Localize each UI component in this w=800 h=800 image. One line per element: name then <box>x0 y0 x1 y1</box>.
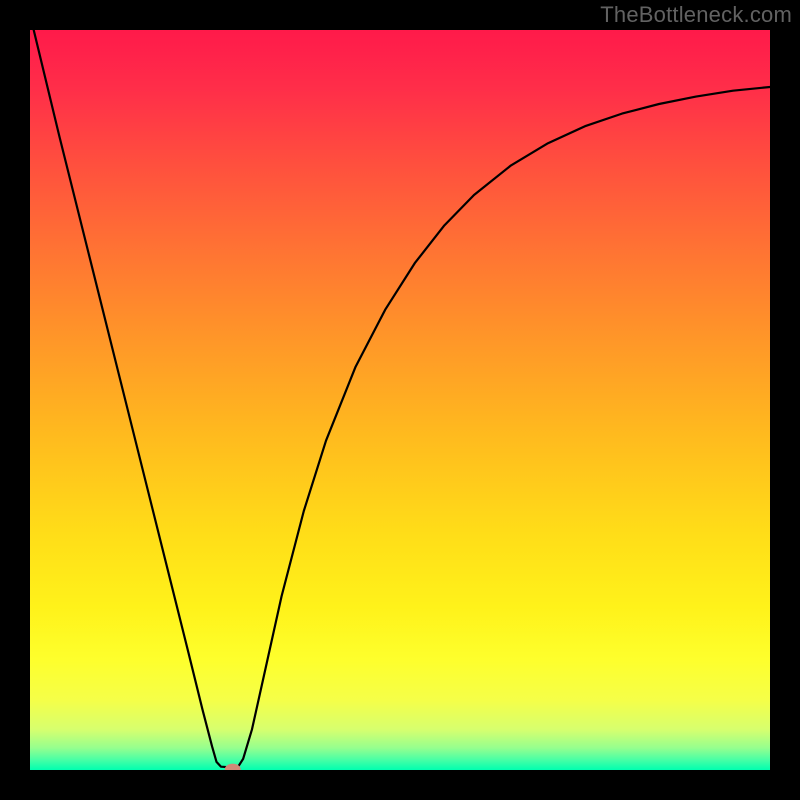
chart-frame: TheBottleneck.com <box>0 0 800 800</box>
plot-area <box>30 30 770 770</box>
chart-background <box>30 30 770 770</box>
watermark-text: TheBottleneck.com <box>600 2 792 28</box>
chart-svg <box>30 30 770 770</box>
